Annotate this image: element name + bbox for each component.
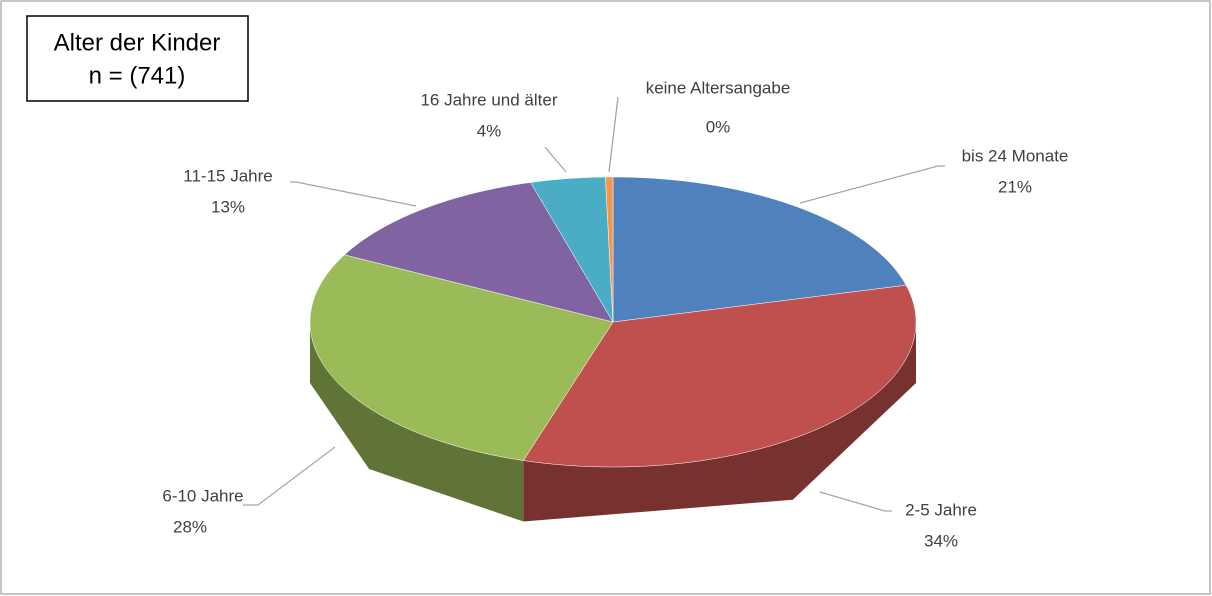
pie-side [523, 322, 916, 522]
value-label: 28% [173, 517, 207, 536]
value-label: 21% [998, 177, 1032, 196]
pie-sides [310, 322, 916, 522]
leader-line [608, 96, 619, 173]
category-label: bis 24 Monate [962, 146, 1069, 165]
chart-subtitle: n = (741) [89, 62, 186, 89]
leader-line [799, 165, 945, 204]
category-label: 6-10 Jahre [162, 486, 243, 505]
category-label: 16 Jahre und älter [420, 90, 557, 109]
leader-line [544, 146, 567, 173]
leader-line [819, 491, 892, 512]
pie-slice [343, 182, 614, 323]
value-label: 34% [924, 531, 958, 550]
value-label: 0% [706, 117, 731, 136]
pie-slice [612, 176, 907, 323]
value-label: 13% [211, 197, 245, 216]
category-label: keine Altersangabe [646, 78, 791, 97]
value-label: 4% [477, 121, 502, 140]
pie-slice [522, 284, 917, 468]
category-label: 2-5 Jahre [905, 500, 977, 519]
leader-line [290, 181, 417, 207]
leader-line [243, 446, 336, 506]
title-box [26, 15, 249, 102]
pie-slice [605, 176, 614, 323]
labels: bis 24 Monate 21% 2-5 Jahre 34% 6-10 Jahre 28… [162, 78, 1068, 550]
pie-slice [530, 176, 614, 323]
pie-tops [309, 176, 917, 468]
pie-side [310, 322, 524, 522]
pie-slice [309, 254, 614, 461]
category-label: 11-15 Jahre [183, 166, 272, 185]
chart-title: Alter der Kinder [54, 29, 221, 56]
